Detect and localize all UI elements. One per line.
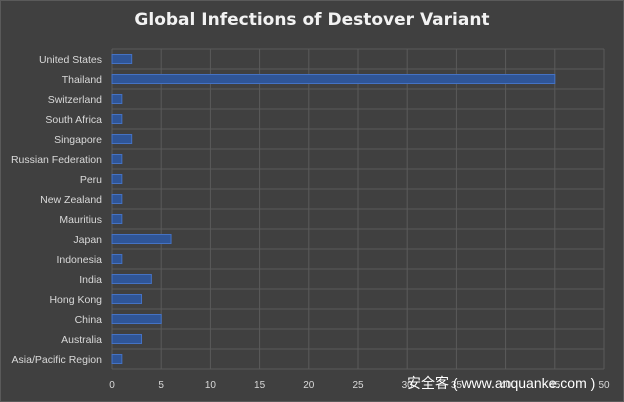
y-category-label: Russian Federation: [11, 154, 102, 166]
bar: [111, 274, 152, 284]
y-category-label: United States: [39, 54, 102, 66]
bar: [111, 54, 133, 64]
bar: [111, 74, 556, 84]
y-category-label: South Africa: [45, 114, 102, 126]
x-tick-label: 50: [598, 380, 610, 391]
x-tick-label: 30: [402, 380, 414, 391]
y-category-label: Peru: [80, 174, 102, 186]
x-tick-label: 45: [549, 380, 561, 391]
y-category-label: Hong Kong: [49, 294, 102, 306]
bar: [111, 334, 143, 344]
chart-title: Global Infections of Destover Variant: [134, 10, 490, 30]
y-category-label: Singapore: [54, 134, 102, 146]
bar: [111, 154, 123, 164]
bar: [111, 354, 123, 364]
bar: [111, 114, 123, 124]
bar: [111, 234, 172, 244]
y-category-label: Mauritius: [59, 214, 102, 226]
y-category-label: China: [75, 314, 103, 326]
x-tick-label: 35: [451, 380, 463, 391]
bar: [111, 294, 143, 304]
bar: [111, 134, 133, 144]
y-category-label: New Zealand: [40, 194, 102, 206]
bar: [111, 194, 123, 204]
x-tick-label: 10: [205, 380, 217, 391]
y-category-label: Switzerland: [48, 94, 102, 106]
x-tick-label: 5: [158, 380, 164, 391]
y-category-label: Indonesia: [56, 254, 102, 266]
bar: [111, 314, 162, 324]
y-category-label: Asia/Pacific Region: [12, 354, 103, 366]
bar: [111, 174, 123, 184]
y-category-label: Thailand: [62, 74, 102, 86]
x-tick-label: 15: [254, 380, 266, 391]
y-category-label: India: [79, 274, 102, 286]
bar: [111, 94, 123, 104]
bar: [111, 254, 123, 264]
x-tick-label: 25: [352, 380, 364, 391]
y-category-label: Australia: [61, 334, 102, 346]
watermark-text: 安全客 ( www.anquanke.com ): [407, 375, 596, 391]
bar: [111, 214, 123, 224]
x-tick-label: 40: [500, 380, 512, 391]
x-tick-label: 20: [303, 380, 315, 391]
x-tick-label: 0: [109, 380, 115, 391]
y-category-label: Japan: [73, 234, 102, 246]
